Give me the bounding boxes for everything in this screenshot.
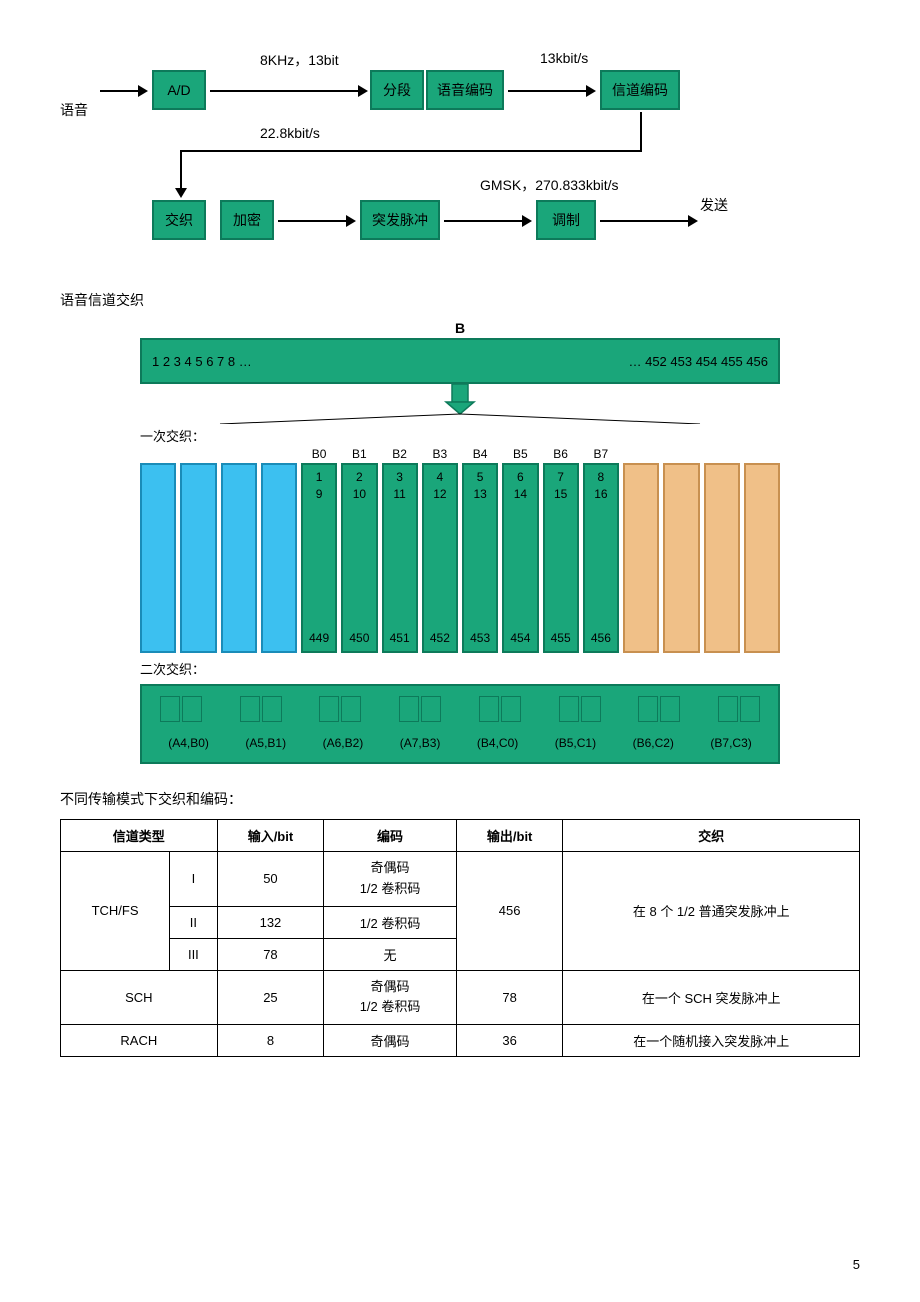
cell-enc: 无 [324,938,457,970]
box-burst: 突发脉冲 [360,200,440,240]
label-input: 语音 [60,100,88,120]
interleave-title: 语音信道交织 [60,290,860,310]
cell-enc: 奇偶码1/2 卷积码 [324,852,457,907]
flowchart: 语音 A/D 8KHz，13bit 分段 语音编码 13kbit/s 信道编码 … [60,40,860,270]
box-seg: 分段 [370,70,424,110]
box-voice-enc: 语音编码 [426,70,504,110]
col-b5: 614454 [502,463,538,653]
cell-out: 456 [456,852,563,971]
col-orange [744,463,780,653]
page-number: 5 [853,1257,860,1272]
second-pairs-boxes [150,696,770,722]
cell-in: 25 [217,970,324,1025]
arrow-burst-mod [444,220,524,222]
col-b3: 412452 [422,463,458,653]
arrow-ad-seg [210,90,360,92]
cell-in: 50 [217,852,324,907]
arrow-down-to-int [180,150,182,190]
cell-tchfs: TCH/FS [61,852,170,971]
line-down [640,112,642,152]
arrow-voice-chan [508,90,588,92]
col-orange [663,463,699,653]
cell-enc: 奇偶码 [324,1025,457,1057]
cell-il: 在 8 个 1/2 普通突发脉冲上 [563,852,860,971]
th-encoding: 编码 [324,820,457,852]
col-headers: B0 B1 B2 B3 B4 B5 B6 B7 [140,447,780,461]
table-row: TCH/FS I 50 奇偶码1/2 卷积码 456 在 8 个 1/2 普通突… [61,852,860,907]
label-voice-chan: 13kbit/s [540,50,588,66]
box-encrypt: 加密 [220,200,274,240]
th-output: 输出/bit [456,820,563,852]
second-interleave-label: 二次交织： [140,659,780,678]
cell-in: 78 [217,938,324,970]
interleave-diagram: B 1 2 3 4 5 6 7 8 … … 452 453 454 455 45… [140,320,780,764]
first-interleave-label: 一次交织： [140,426,780,445]
col-b1: 210450 [341,463,377,653]
col-b6: 715455 [543,463,579,653]
col-b2: 311451 [382,463,418,653]
cell-out: 78 [456,970,563,1025]
label-ad-seg: 8KHz，13bit [260,50,339,70]
table-row: SCH 25 奇偶码1/2 卷积码 78 在一个 SCH 突发脉冲上 [61,970,860,1025]
cell-in: 8 [217,1025,324,1057]
col-b4: 513453 [462,463,498,653]
box-mod: 调制 [536,200,596,240]
box-interleave: 交织 [152,200,206,240]
arrow-enc-burst [278,220,348,222]
th-interleave: 交织 [563,820,860,852]
box-chan-enc: 信道编码 [600,70,680,110]
cell-class: III [170,938,218,970]
line-back [180,150,642,152]
th-input: 输入/bit [217,820,324,852]
arrow-out [600,220,690,222]
arrow-in [100,90,140,92]
col-blue [140,463,176,653]
cell-class: II [170,906,218,938]
table-row: RACH 8 奇偶码 36 在一个随机接入突发脉冲上 [61,1025,860,1057]
split-arrow [140,384,780,424]
col-orange [704,463,740,653]
label-output: 发送 [700,195,728,215]
cell-il: 在一个随机接入突发脉冲上 [563,1025,860,1057]
bitstream-label: B [140,320,780,336]
label-mod-out: GMSK，270.833kbit/s [480,175,619,195]
interleave-columns: 19449 210450 311451 412452 513453 614454… [140,463,780,653]
col-blue [261,463,297,653]
cell-enc: 奇偶码1/2 卷积码 [324,970,457,1025]
table-title: 不同传输模式下交织和编码： [60,789,860,809]
bitstream-right: … 452 453 454 455 456 [628,354,768,369]
col-blue [221,463,257,653]
col-blue [180,463,216,653]
table-header-row: 信道类型 输入/bit 编码 输出/bit 交织 [61,820,860,852]
col-orange [623,463,659,653]
cell-in: 132 [217,906,324,938]
cell-out: 36 [456,1025,563,1057]
box-ad: A/D [152,70,206,110]
cell-class: I [170,852,218,907]
second-interleave-block: (A4,B0) (A5,B1) (A6,B2) (A7,B3) (B4,C0) … [140,684,780,764]
col-b0: 19449 [301,463,337,653]
th-channel: 信道类型 [61,820,218,852]
cell-sch: SCH [61,970,218,1025]
cell-il: 在一个 SCH 突发脉冲上 [563,970,860,1025]
bitstream-left: 1 2 3 4 5 6 7 8 … [152,354,252,369]
label-chan-int: 22.8kbit/s [260,125,320,141]
encoding-table: 信道类型 输入/bit 编码 输出/bit 交织 TCH/FS I 50 奇偶码… [60,819,860,1057]
cell-rach: RACH [61,1025,218,1057]
second-pairs-labels: (A4,B0) (A5,B1) (A6,B2) (A7,B3) (B4,C0) … [150,736,770,750]
bitstream-bar: 1 2 3 4 5 6 7 8 … … 452 453 454 455 456 [140,338,780,384]
col-b7: 816456 [583,463,619,653]
cell-enc: 1/2 卷积码 [324,906,457,938]
